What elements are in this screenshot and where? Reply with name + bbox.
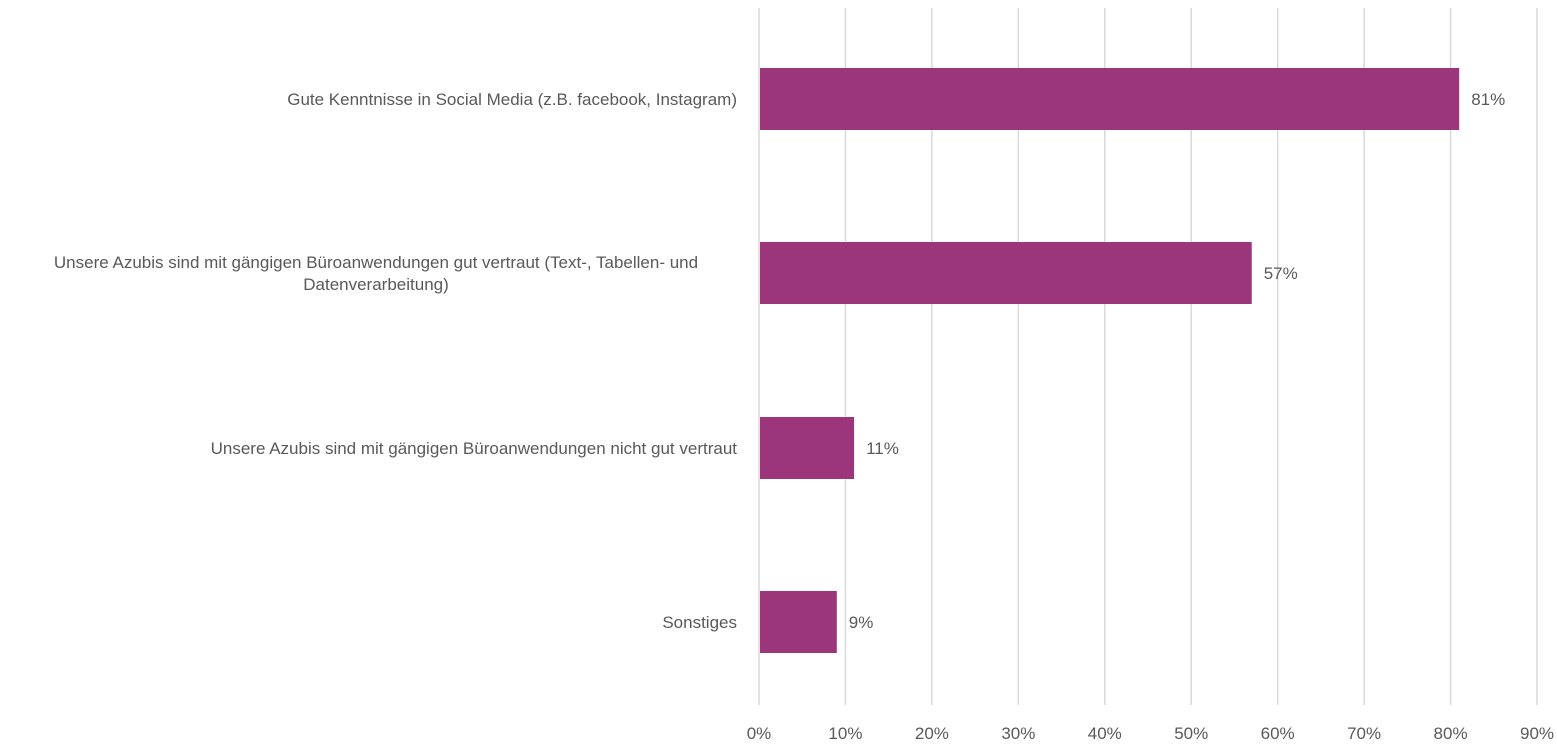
x-tick-label: 40% [1088,724,1122,743]
category-label-line: Unsere Azubis sind mit gängigen Büroanwe… [54,253,698,272]
x-tick-label: 10% [828,724,862,743]
bar [760,68,1460,130]
labels: 0% 10% 20% 30% 40% 50% 60% 70% 80% 90% 81% Gute Ken… [54,90,1554,743]
data-label: 81% [1471,90,1505,109]
category-label-line: Sonstiges [662,613,737,632]
x-tick-label: 50% [1174,724,1208,743]
x-tick-label: 90% [1520,724,1554,743]
x-tick-label: 80% [1434,724,1468,743]
x-tick-label: 60% [1261,724,1295,743]
bar [760,242,1252,304]
data-label: 9% [849,613,874,632]
x-tick-label: 70% [1347,724,1381,743]
bar [760,591,837,653]
x-tick-label: 30% [1001,724,1035,743]
data-label: 57% [1264,264,1298,283]
x-tick-label: 0% [747,724,772,743]
category-label: Gute Kenntnisse in Social Media (z.B. fa… [287,90,737,109]
category-label-line: Unsere Azubis sind mit gängigen Büroanwe… [211,439,738,458]
category-label: Unsere Azubis sind mit gängigen Büroanwe… [54,253,698,294]
bars [760,68,1460,653]
bar [760,417,855,479]
data-label: 11% [866,439,899,458]
category-label: Unsere Azubis sind mit gängigen Büroanwe… [211,439,738,458]
category-label-line: Gute Kenntnisse in Social Media (z.B. fa… [287,90,737,109]
category-label: Sonstiges [662,613,737,632]
category-label-line: Datenverarbeitung) [303,275,449,294]
x-tick-label: 20% [915,724,949,743]
